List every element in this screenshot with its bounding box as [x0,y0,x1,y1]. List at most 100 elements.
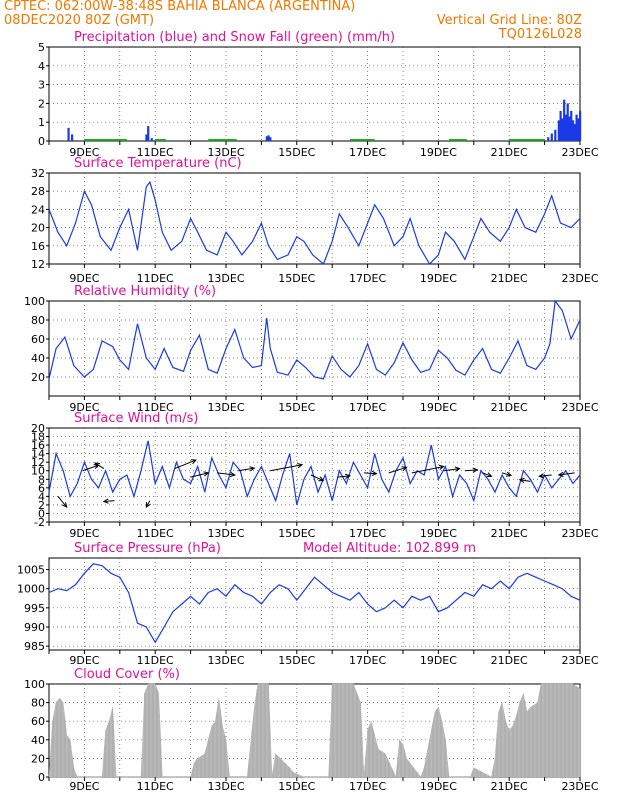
panel5-xtick-label-7: 23DEC [561,654,598,667]
panel3-xtick-label-2: 13DEC [207,401,244,414]
panel2-ytick-label-1: 16 [31,240,45,253]
panel1-ytick-label-4: 4 [38,60,45,73]
panel5-xtick-label-5: 19DEC [420,654,457,667]
wind-arrow-head-19 [518,477,525,483]
panel4-xtick-label-7: 23DEC [561,527,598,540]
panel6-ytick-label-1: 20 [31,752,45,765]
panel5-xtick-label-6: 21DEC [491,654,528,667]
snow-segment-3 [349,139,375,142]
precip-bar-19 [568,116,571,141]
cloud-area-segment-75 [512,716,517,778]
cloud-area-segment-65 [445,739,450,778]
panel1-frame [48,46,581,142]
snow-segment-4 [449,139,467,142]
panel1-xtick-label-0: 9DEC [69,146,99,159]
panel6-xtick-label-2: 13DEC [207,780,244,793]
header-grid-note: Vertical Grid Line: 80Z [436,13,582,28]
wind-arrow-8 [238,467,255,472]
wind-arrow-head-12 [371,470,378,477]
panel2-xtick-label-1: 11DEC [137,272,174,285]
panel6-xtick-label-6: 21DEC [491,780,528,793]
panel3-xtick-label-6: 21DEC [491,401,528,414]
panel2-ytick-label-0: 12 [31,258,45,271]
wind-arrow-head-5 [190,459,197,465]
precip-bar-12 [554,129,557,141]
precip-bar-10 [547,137,550,141]
panel4-ytick-label-3: 4 [38,490,45,503]
panel5-ytick-label-4: 1005 [17,564,45,577]
panel4-ytick-label-5: 8 [38,473,45,486]
wind-arrow-10 [310,474,324,482]
cloud-area-segment-69 [491,758,496,778]
wind-arrow-9 [270,464,303,472]
panel4-ytick-label-9: 16 [31,439,45,452]
panel4-ytick-label-4: 6 [38,482,45,495]
panel3-ytick-label-2: 60 [31,333,45,346]
panel2-series-line [48,180,581,266]
cloud-area-segment-29 [225,739,230,778]
panel4-xtick-label-4: 17DEC [349,527,386,540]
cloud-area-segment-78 [523,693,528,778]
panel3-xtick-label-5: 19DEC [420,401,457,414]
panel5-ytick-label-3: 1000 [17,583,45,596]
precip-bar-21 [571,120,575,141]
cloud-area-segment-49 [367,721,372,778]
cloud-area-segment-3 [59,697,64,778]
wind-arrow-head-21 [557,471,564,478]
panel4-xtick-label-1: 11DEC [137,527,174,540]
panel4-title: Surface Wind (m/s) [74,411,198,426]
cloud-area-segment-17 [151,683,156,778]
panel5-ytick-label-0: 985 [24,640,45,653]
panel3-title: Relative Humidity (%) [74,284,216,299]
wind-arrow-head-2 [94,462,101,468]
header-location: CPTEC: 062:00W-38:48S BAHIA BLANCA (ARGE… [4,0,356,14]
precip-bar-13 [557,120,560,141]
cloud-area-segment-53 [385,753,397,778]
precip-bar-15 [561,118,564,141]
panel4-xtick-label-6: 21DEC [491,527,528,540]
panel3-ytick-label-1: 40 [31,352,45,365]
panel1-xtick-label-4: 17DEC [349,146,386,159]
wind-arrow-head-15 [454,466,461,472]
panel2-xtick-label-7: 23DEC [561,272,598,285]
panel1-ytick-label-1: 1 [38,116,45,129]
panel5-xtick-label-0: 9DEC [69,654,99,667]
precip-bar-3 [145,134,148,141]
snow-segment-5 [509,139,545,142]
panel1-xtick-label-6: 21DEC [491,146,528,159]
wind-arrow-18 [501,472,512,476]
precip-bar-8 [267,135,270,141]
cloud-area-segment-70 [494,711,499,778]
cloud-area-segment-87 [572,683,581,778]
panel3-ytick-label-0: 20 [31,371,45,384]
panel2-ytick-label-3: 24 [31,203,45,216]
cloud-area-segment-19 [158,693,163,778]
panel4-frame [48,427,581,523]
panel3-series-line [48,299,581,380]
wind-arrow-4 [145,500,151,508]
wind-arrow-19 [519,479,531,482]
wind-arrow-head-14 [438,464,445,470]
header-date: 08DEC2020 80Z (GMT) [4,13,155,28]
wind-arrow-head-20 [538,473,545,479]
panel1-xtick-label-5: 19DEC [420,146,457,159]
snow-segment-2 [208,139,237,142]
panel1-ytick-label-0: 0 [38,135,45,148]
panel1-ytick-label-3: 3 [38,79,45,92]
panel3-xtick-label-4: 17DEC [349,401,386,414]
cloud-area-segment-68 [473,767,492,778]
panel1-ytick-label-5: 5 [38,41,45,54]
panel5-annotation: Model Altitude: 102.899 m [303,541,476,556]
panel1-title: Precipitation (blue) and Snow Fall (gree… [74,30,395,45]
cloud-area-segment-33 [257,683,262,778]
panel5-series-line [48,563,581,644]
panel4-ytick-label-7: 12 [31,456,45,469]
wind-arrow-17 [482,472,492,477]
precip-bar-23 [575,114,578,141]
panel2-xtick-label-2: 13DEC [207,272,244,285]
cloud-area-segment-37 [275,753,290,778]
panel2-ytick-label-4: 28 [31,185,45,198]
cloud-area-segment-38 [289,766,294,778]
